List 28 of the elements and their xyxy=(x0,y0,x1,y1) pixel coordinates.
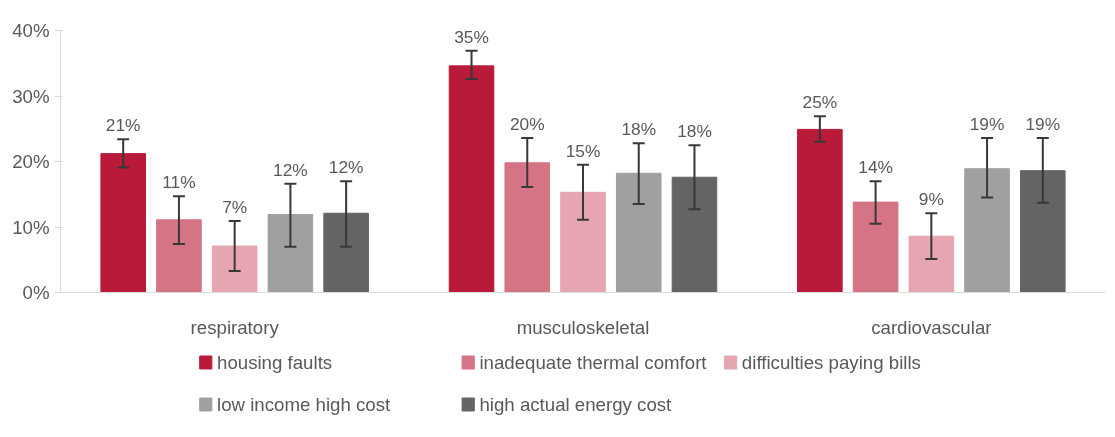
legend-label: high actual energy cost xyxy=(479,394,673,415)
y-tick-label: 30% xyxy=(12,85,50,107)
data-label: 14% xyxy=(858,157,893,178)
data-label: 21% xyxy=(105,115,141,136)
y-tick-label: 10% xyxy=(12,216,50,238)
data-label: 19% xyxy=(969,113,1005,134)
data-label: 11% xyxy=(162,172,196,193)
y-tick-label: 20% xyxy=(12,151,50,172)
data-label: 12% xyxy=(273,159,308,180)
data-label: 19% xyxy=(1025,113,1061,134)
x-tick-label: musculoskeletal xyxy=(516,316,650,338)
x-tick-label: respiratory xyxy=(190,316,280,338)
data-label: 20% xyxy=(509,113,545,134)
data-label: 9% xyxy=(918,189,944,210)
legend-label: low income high cost xyxy=(217,394,391,415)
data-label: 15% xyxy=(565,140,601,161)
y-tick-label: 40% xyxy=(12,20,50,41)
legend-label: difficulties paying bills xyxy=(741,352,921,373)
data-label: 35% xyxy=(454,26,489,47)
y-tick-label: 0% xyxy=(22,282,50,303)
x-tick-label: cardiovascular xyxy=(871,316,992,338)
legend-label: inadequate thermal comfort xyxy=(479,352,708,373)
data-label: 18% xyxy=(677,121,712,142)
data-label: 7% xyxy=(222,197,248,218)
data-label: 18% xyxy=(621,119,657,140)
data-label: 12% xyxy=(328,157,364,178)
data-label: 25% xyxy=(802,92,838,113)
legend-label: housing faults xyxy=(217,352,333,373)
